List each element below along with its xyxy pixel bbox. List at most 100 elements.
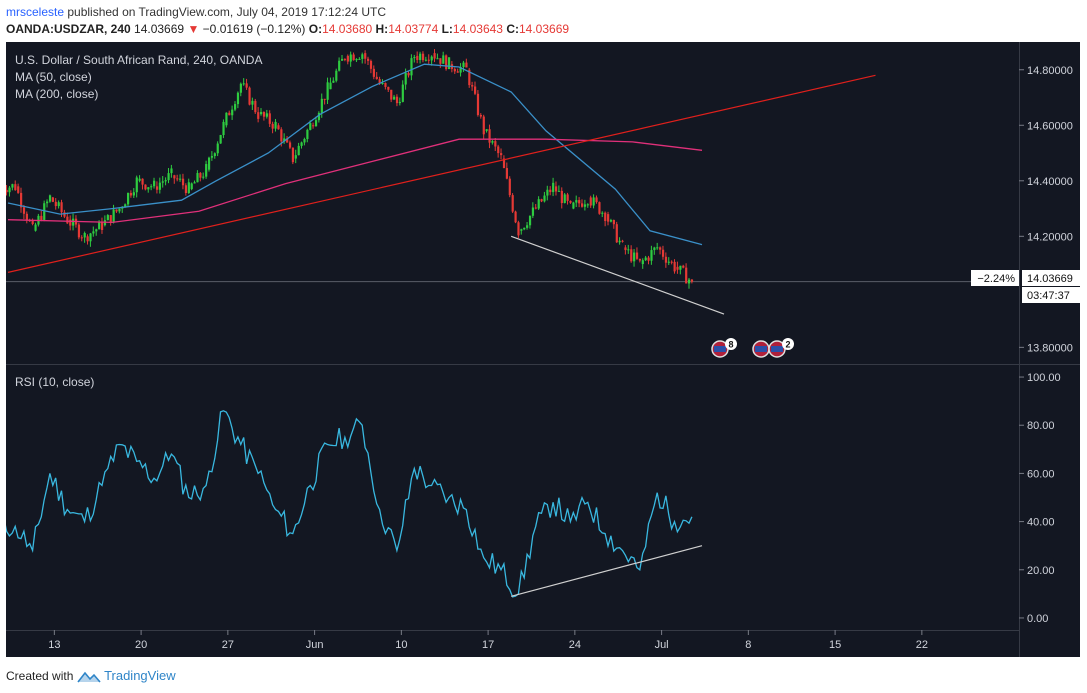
time-tick-label: 15 — [829, 639, 841, 651]
candle-down — [144, 184, 147, 190]
candle-up — [11, 184, 14, 188]
candle-down — [248, 87, 251, 105]
author-link[interactable]: mrsceleste — [6, 5, 65, 19]
candle-up — [98, 221, 101, 230]
candle-up — [8, 187, 11, 193]
price-tick-label: 14.80000 — [1027, 65, 1073, 77]
candle-up — [306, 129, 309, 140]
drawings-layer[interactable] — [7, 74, 876, 597]
candle-up — [575, 200, 578, 203]
rsi-legend: RSI (10, close) — [15, 375, 94, 389]
candle-down — [22, 207, 26, 214]
candle-down — [387, 86, 390, 90]
ma50-line — [7, 63, 703, 246]
candle-up — [320, 98, 323, 113]
candle-down — [598, 202, 601, 214]
candle-up — [196, 173, 199, 183]
chart-svg[interactable]: 14.80000 14.60000 14.40000 14.20000 13.80000… — [6, 42, 1080, 657]
candle-down — [659, 247, 662, 250]
candle-up — [242, 83, 245, 85]
candle-up — [358, 58, 361, 60]
candle-up — [340, 58, 344, 61]
candle-up — [132, 192, 135, 196]
candle-down — [500, 153, 503, 156]
candle-up — [147, 187, 150, 190]
flag-stripe-icon — [714, 346, 726, 352]
publish-line: mrsceleste published on TradingView.com,… — [6, 5, 386, 19]
candle-down — [439, 58, 442, 64]
candle-up — [485, 129, 488, 131]
candle-down — [635, 252, 639, 259]
candle-up — [557, 190, 561, 192]
created-with-text: Created with — [6, 669, 74, 683]
low-value: 14.03643 — [452, 22, 503, 36]
tradingview-logo-icon[interactable] — [77, 670, 101, 684]
candle-up — [528, 215, 532, 226]
open-value: 14.03680 — [322, 22, 373, 36]
candle-up — [410, 58, 413, 76]
candle-up — [95, 229, 98, 232]
candle-down — [109, 215, 112, 223]
candle-up — [526, 225, 529, 228]
candle-up — [179, 178, 182, 180]
candle-down — [173, 175, 176, 179]
ma200-line — [7, 138, 703, 224]
candle-up — [393, 96, 396, 100]
candle-down — [141, 178, 144, 185]
candle-up — [260, 111, 263, 115]
candle-down — [682, 265, 685, 268]
candle-down — [676, 266, 679, 270]
candle-up — [687, 279, 691, 284]
footer: Created with TradingView — [0, 657, 1087, 693]
candle-up — [447, 57, 451, 70]
tradingview-brand[interactable]: TradingView — [104, 668, 176, 683]
candle-up — [265, 113, 269, 117]
event-count-bubble — [782, 338, 794, 350]
candle-down — [257, 112, 260, 119]
falling-support-line — [510, 235, 725, 315]
candle-down — [77, 224, 81, 238]
candle-up — [216, 143, 219, 154]
candle-up — [303, 139, 306, 143]
candle-up — [601, 212, 604, 214]
candle-down — [343, 58, 347, 60]
candle-down — [505, 168, 509, 179]
close-label: C: — [506, 22, 519, 36]
candle-down — [228, 112, 231, 116]
candle-down — [517, 222, 520, 236]
event-marker-1[interactable]: 8 — [711, 338, 737, 358]
candle-up — [679, 265, 682, 270]
candle-down — [661, 249, 665, 257]
event-marker-2[interactable]: 2 — [752, 338, 794, 358]
candle-up — [135, 177, 138, 193]
candle-down — [514, 211, 517, 223]
candle-down — [604, 212, 607, 221]
candle-down — [312, 125, 315, 127]
candle-up — [401, 84, 404, 102]
candle-up — [124, 204, 127, 208]
candle-down — [364, 53, 367, 59]
candle-down — [433, 53, 436, 59]
price-tick-label: 14.40000 — [1027, 176, 1073, 188]
candle-up — [430, 56, 433, 61]
candle-down — [566, 194, 569, 201]
time-axis[interactable]: 13 20 27 Jun 10 17 24 Jul 8 15 22 — [48, 630, 928, 651]
price-axis[interactable]: 14.80000 14.60000 14.40000 14.20000 13.80000… — [1019, 65, 1073, 625]
created-with: Created with TradingView — [6, 668, 176, 684]
candle-down — [453, 68, 456, 72]
rsi-tick-label: 80.00 — [1027, 420, 1055, 432]
chart-area[interactable]: 14.80000 14.60000 14.40000 14.20000 13.80000… — [6, 42, 1080, 657]
candle-up — [338, 60, 341, 71]
published-text: published on TradingView.com, July 04, 2… — [67, 5, 387, 19]
candle-down — [471, 85, 474, 87]
time-tick-label: 24 — [569, 639, 581, 651]
candle-up — [233, 104, 237, 110]
candle-down — [647, 257, 650, 261]
candle-down — [416, 55, 419, 60]
time-tick-label: 8 — [745, 639, 751, 651]
candle-up — [552, 182, 555, 193]
candle-down — [199, 173, 202, 178]
candle-down — [17, 186, 20, 193]
candle-down — [100, 221, 104, 231]
candle-up — [222, 121, 225, 136]
